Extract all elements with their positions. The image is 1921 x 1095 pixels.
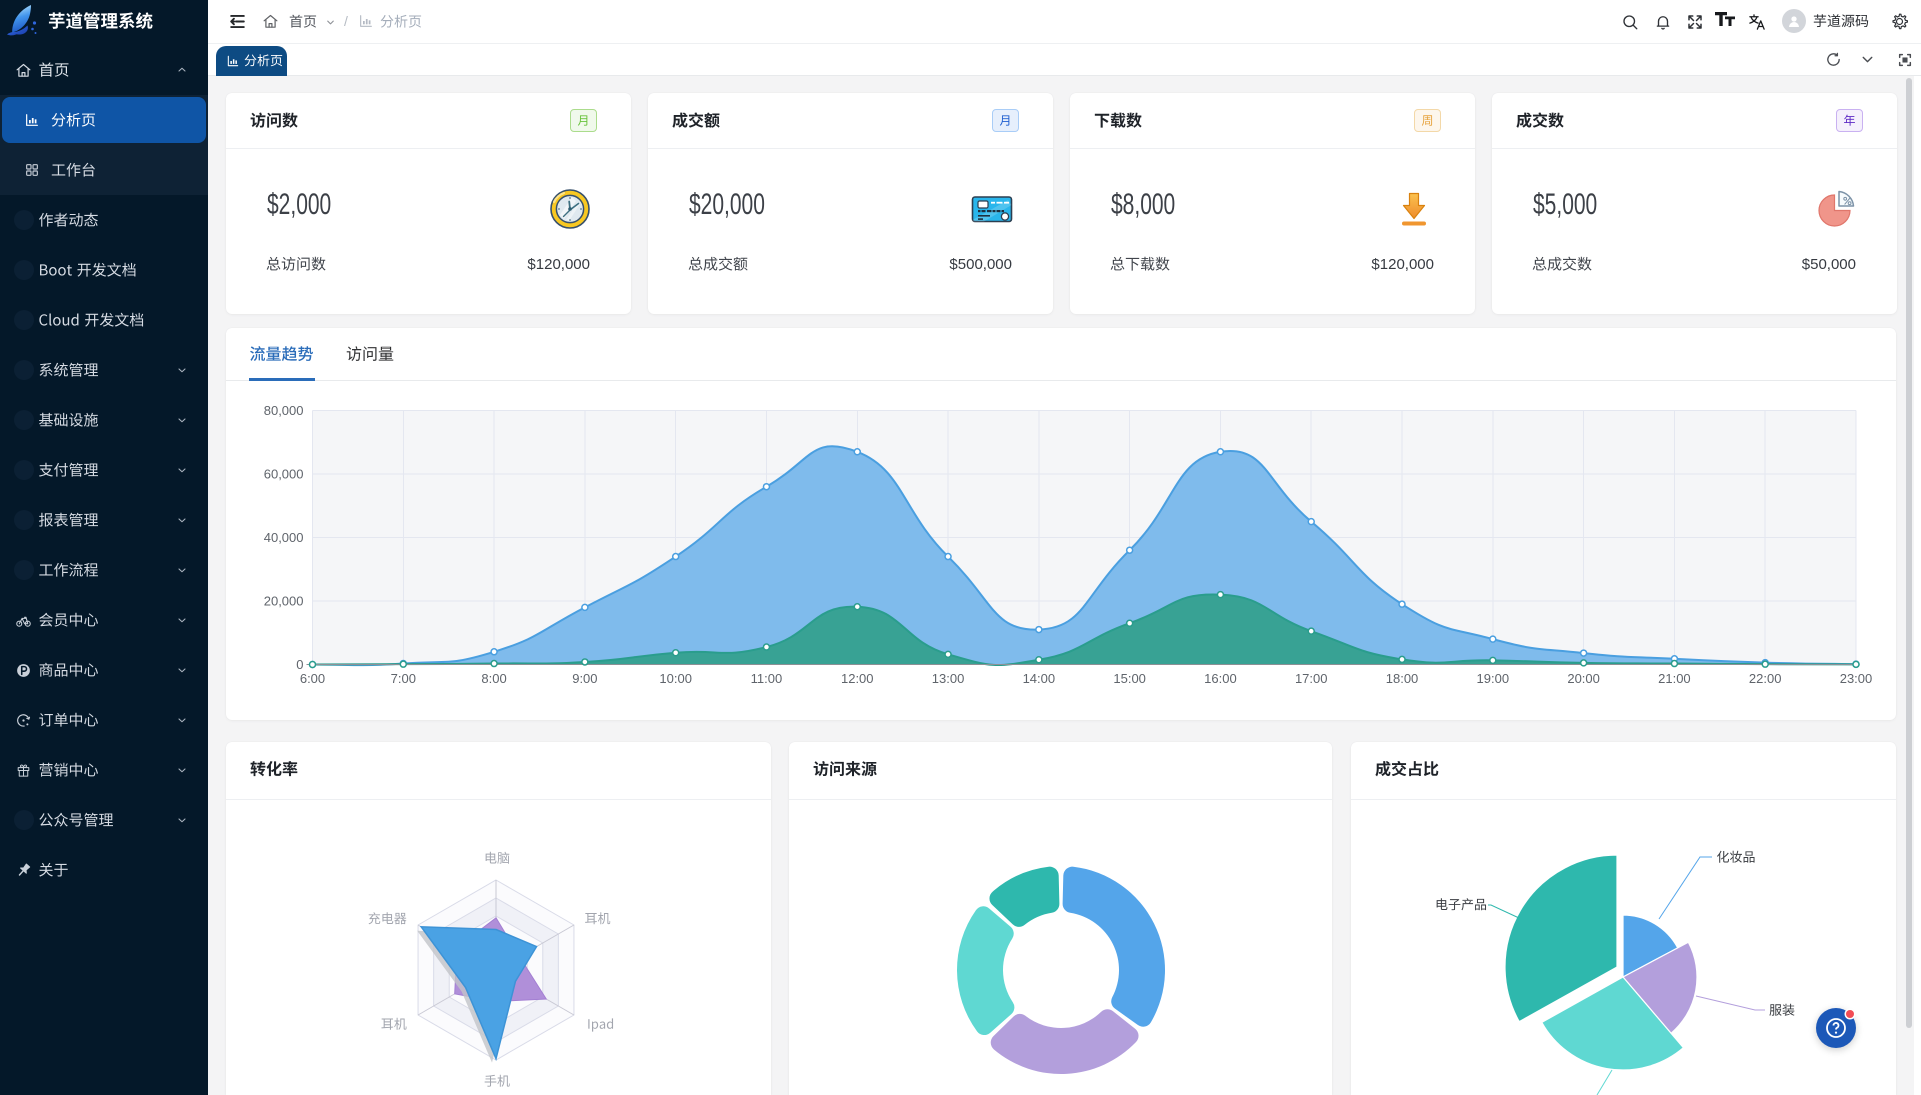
svg-text:40,000: 40,000	[264, 530, 304, 545]
svg-text:15:00: 15:00	[1113, 671, 1146, 686]
svg-text:11:00: 11:00	[751, 671, 783, 686]
svg-text:9:00: 9:00	[572, 671, 597, 686]
svg-text:20:00: 20:00	[1567, 671, 1600, 686]
svg-text:60,000: 60,000	[264, 467, 304, 482]
svg-text:16:00: 16:00	[1204, 671, 1237, 686]
svg-text:17:00: 17:00	[1295, 671, 1328, 686]
svg-text:19:00: 19:00	[1477, 671, 1510, 686]
svg-text:13:00: 13:00	[932, 671, 965, 686]
svg-text:8:00: 8:00	[481, 671, 506, 686]
svg-text:6:00: 6:00	[300, 671, 325, 686]
svg-text:12:00: 12:00	[841, 671, 874, 686]
svg-text:80,000: 80,000	[264, 403, 304, 418]
svg-text:23:00: 23:00	[1840, 671, 1873, 686]
svg-text:20,000: 20,000	[264, 594, 304, 609]
svg-text:18:00: 18:00	[1386, 671, 1419, 686]
svg-text:10:00: 10:00	[659, 671, 692, 686]
svg-text:14:00: 14:00	[1023, 671, 1056, 686]
svg-text:7:00: 7:00	[391, 671, 416, 686]
svg-text:0: 0	[296, 657, 303, 672]
svg-text:21:00: 21:00	[1658, 671, 1691, 686]
svg-text:22:00: 22:00	[1749, 671, 1782, 686]
